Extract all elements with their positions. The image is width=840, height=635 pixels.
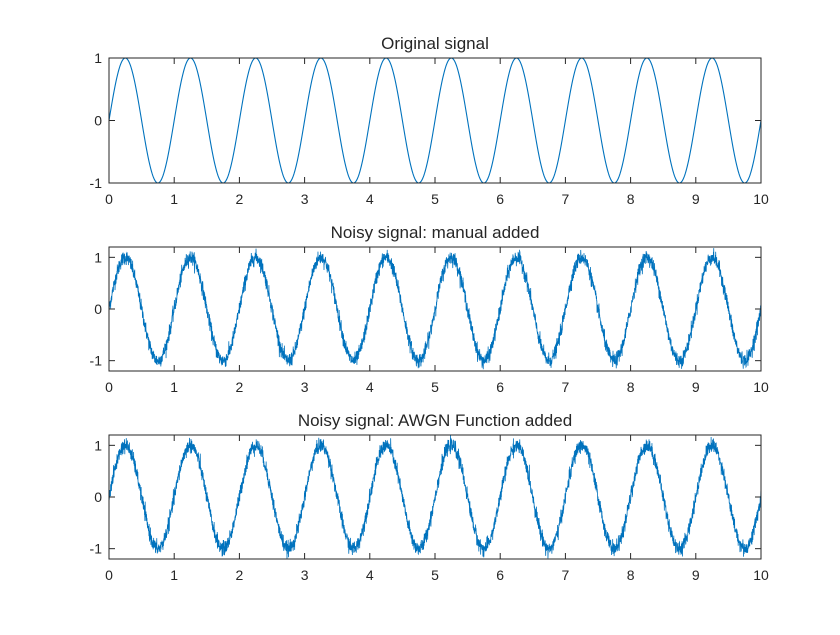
x-tick-label: 7: [562, 567, 570, 583]
x-tick-label: 8: [627, 379, 635, 395]
y-tick-label: 0: [94, 301, 102, 317]
x-tick-label: 4: [366, 567, 374, 583]
x-tick-label: 8: [627, 567, 635, 583]
y-tick-label: 1: [94, 50, 102, 66]
x-tick-label: 2: [236, 567, 244, 583]
x-tick-label: 3: [301, 191, 309, 207]
x-tick-label: 0: [105, 567, 113, 583]
x-tick-label: 9: [692, 379, 700, 395]
x-tick-label: 2: [236, 379, 244, 395]
y-tick-label: -1: [90, 175, 103, 191]
x-tick-label: 5: [431, 191, 439, 207]
x-tick-label: 4: [366, 379, 374, 395]
x-tick-label: 6: [496, 191, 504, 207]
x-tick-label: 10: [753, 567, 769, 583]
plot-title: Noisy signal: AWGN Function added: [298, 411, 572, 430]
y-tick-label: 1: [94, 437, 102, 453]
x-tick-label: 6: [496, 567, 504, 583]
series-line-1: [109, 435, 761, 559]
x-tick-label: 10: [753, 379, 769, 395]
x-tick-label: 9: [692, 191, 700, 207]
x-tick-label: 8: [627, 191, 635, 207]
x-tick-label: 1: [170, 379, 178, 395]
x-tick-label: 9: [692, 567, 700, 583]
x-tick-label: 10: [753, 191, 769, 207]
x-tick-label: 2: [236, 191, 244, 207]
y-tick-label: 1: [94, 249, 102, 265]
x-tick-label: 5: [431, 567, 439, 583]
x-tick-label: 1: [170, 567, 178, 583]
subplot-3: Noisy signal: AWGN Function added 0 1 2 3 4 5 6…: [90, 411, 769, 583]
x-tick-label: 6: [496, 379, 504, 395]
y-tick-label: -1: [90, 353, 103, 369]
series-line-1: [109, 248, 761, 370]
x-tick-label: 3: [301, 567, 309, 583]
plot-title: Original signal: [381, 34, 489, 53]
y-tick-label: 0: [94, 113, 102, 129]
x-tick-label: 7: [562, 379, 570, 395]
plot-title: Noisy signal: manual added: [331, 223, 540, 242]
y-tick-label: 0: [94, 489, 102, 505]
x-tick-label: 0: [105, 191, 113, 207]
x-tick-label: 1: [170, 191, 178, 207]
series-line-1: [109, 58, 761, 183]
x-tick-label: 4: [366, 191, 374, 207]
x-tick-label: 5: [431, 379, 439, 395]
x-tick-label: 0: [105, 379, 113, 395]
x-tick-label: 3: [301, 379, 309, 395]
x-tick-label: 7: [562, 191, 570, 207]
y-tick-label: -1: [90, 541, 103, 557]
